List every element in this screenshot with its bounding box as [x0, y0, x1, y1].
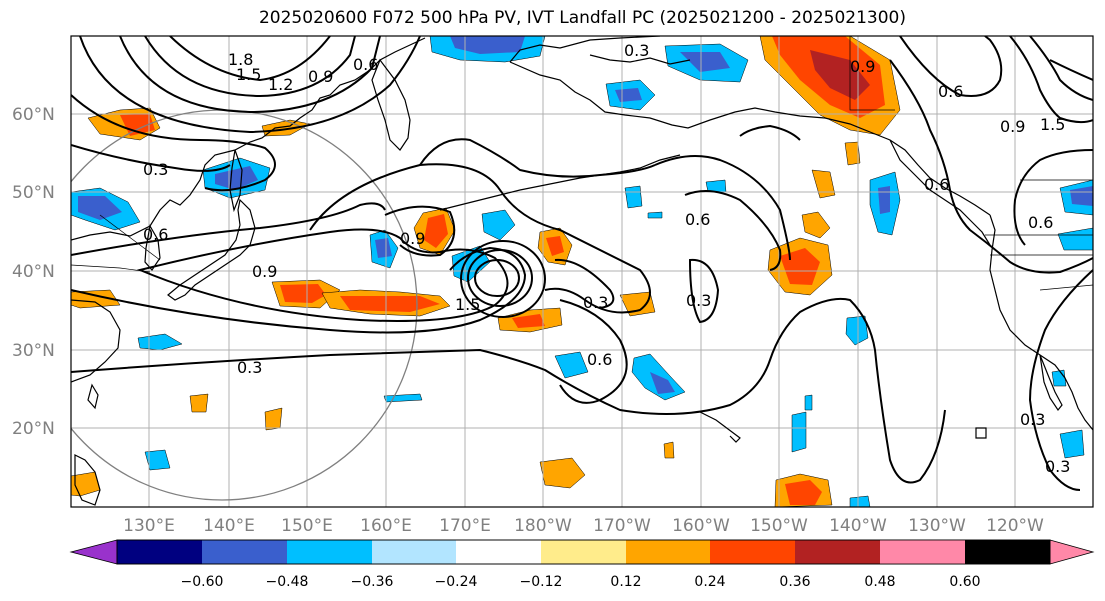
colorbar-tick-label: −0.12	[520, 574, 563, 590]
lon-label: 140°E	[203, 516, 255, 536]
pv-label: 0.6	[685, 210, 710, 229]
lon-label: 150°E	[281, 516, 333, 536]
pv-label: 0.3	[686, 291, 711, 310]
pv-label: 0.6	[353, 55, 378, 74]
pv-label: 1.2	[268, 75, 293, 94]
colorbar-tick-label: 0.12	[610, 574, 641, 590]
colorbar-tick-label: −0.48	[266, 574, 309, 590]
pv-label: 0.6	[924, 175, 949, 194]
pv-label: 0.3	[1020, 410, 1045, 429]
pv-label: 0.3	[143, 160, 168, 179]
lon-label: 170°W	[593, 516, 651, 536]
pv-label: 0.9	[308, 67, 333, 86]
pv-label: 1.5	[236, 65, 261, 84]
colorbar-segment	[202, 540, 287, 564]
lon-label: 140°W	[829, 516, 887, 536]
pv-label: 0.6	[1028, 213, 1053, 232]
colorbar-segment	[710, 540, 795, 564]
pv-contour-labels: 1.8 1.5 1.2 0.9 0.6 0.3 0.3 0.6 0.9 0.9 …	[143, 41, 1070, 476]
pv-label: 1.8	[228, 50, 253, 69]
lon-label: 150°W	[750, 516, 808, 536]
pv-label: 1.5	[1040, 115, 1065, 134]
lat-label: 60°N	[12, 105, 55, 125]
colorbar-segment	[880, 540, 965, 564]
colorbar-segment	[117, 540, 202, 564]
pv-label: 0.6	[938, 82, 963, 101]
pv-label: 0.9	[400, 229, 425, 248]
pv-label: 0.3	[237, 358, 262, 377]
colorbar-segment	[287, 540, 372, 564]
colorbar-segment	[372, 540, 456, 564]
map-frame	[70, 35, 1094, 508]
colorbar	[69, 539, 1095, 565]
longitude-labels: 130°E 140°E 150°E 160°E 170°E 180°W 170°…	[123, 516, 1044, 536]
lat-label: 40°N	[12, 262, 55, 282]
colorbar-ticks: −0.60 −0.48 −0.36 −0.24 −0.12 0.12 0.24 …	[181, 574, 981, 590]
pv-contours	[71, 36, 1093, 491]
colorbar-segment	[965, 540, 1050, 564]
colorbar-arrow-left	[69, 539, 118, 565]
pv-label: 0.6	[587, 350, 612, 369]
colorbar-tick-label: −0.60	[181, 574, 224, 590]
colorbar-segment	[626, 540, 710, 564]
colorbar-tick-label: 0.36	[779, 574, 810, 590]
pv-label: 0.9	[1000, 117, 1025, 136]
colorbar-segment	[795, 540, 880, 564]
latitude-labels: 60°N 50°N 40°N 30°N 20°N	[12, 105, 55, 439]
lon-label: 130°W	[908, 516, 966, 536]
colorbar-segment	[541, 540, 626, 564]
pv-label: 0.3	[1045, 457, 1070, 476]
lat-label: 50°N	[12, 183, 55, 203]
page-title: 2025020600 F072 500 hPa PV, IVT Landfall…	[258, 8, 906, 28]
pv-label: 0.9	[850, 57, 875, 76]
lat-label: 20°N	[12, 419, 55, 439]
pv-label: 0.3	[624, 41, 649, 60]
lon-label: 160°E	[360, 516, 412, 536]
gridlines	[71, 36, 1093, 507]
lon-label: 170°E	[439, 516, 491, 536]
colorbar-tick-label: −0.36	[351, 574, 394, 590]
coastlines	[71, 36, 1093, 506]
lon-label: 130°E	[123, 516, 175, 536]
colorbar-arrow-right	[1049, 539, 1095, 565]
colorbar-tick-label: 0.60	[949, 574, 980, 590]
lon-label: 160°W	[672, 516, 730, 536]
colorbar-tick-label: 0.24	[694, 574, 725, 590]
lon-label: 180°W	[514, 516, 572, 536]
lon-label: 120°W	[986, 516, 1044, 536]
colorbar-tick-label: −0.24	[435, 574, 478, 590]
pv-label: 0.3	[583, 293, 608, 312]
colorbar-tick-label: 0.48	[864, 574, 895, 590]
colorbar-segment	[456, 540, 541, 564]
pv-label: 1.5	[455, 295, 480, 314]
pv-label: 0.6	[143, 225, 168, 244]
lat-label: 30°N	[12, 341, 55, 361]
pv-label: 0.9	[252, 262, 277, 281]
